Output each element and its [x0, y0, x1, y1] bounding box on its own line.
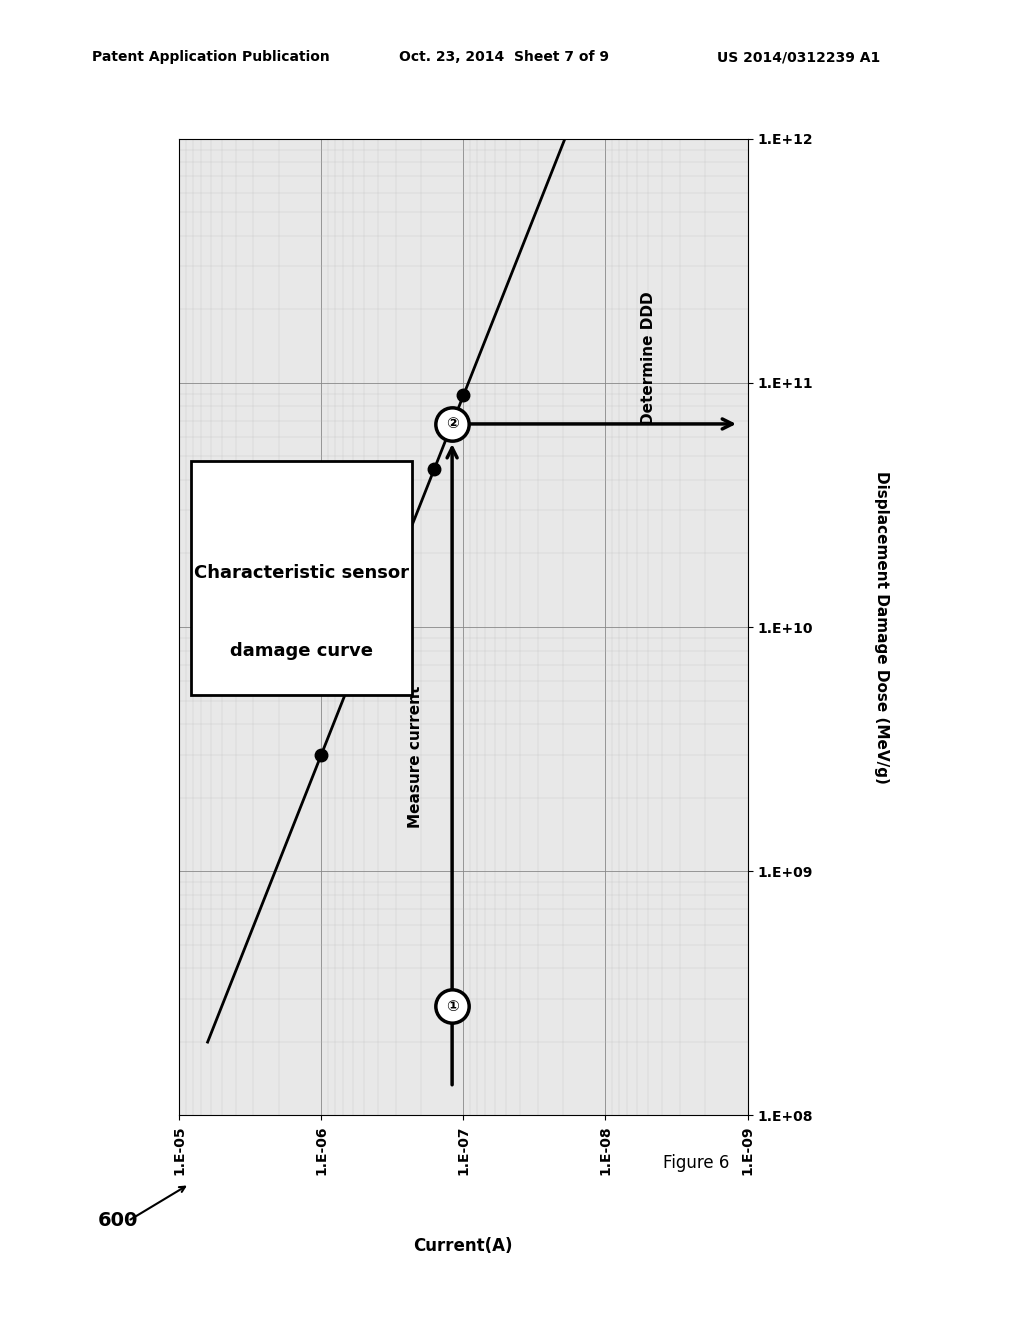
Text: Oct. 23, 2014  Sheet 7 of 9: Oct. 23, 2014 Sheet 7 of 9 [399, 50, 609, 65]
Text: Measure current: Measure current [409, 686, 423, 828]
Text: ①: ① [445, 999, 459, 1014]
Text: Figure 6: Figure 6 [664, 1154, 729, 1172]
Text: US 2014/0312239 A1: US 2014/0312239 A1 [717, 50, 880, 65]
Text: ②: ② [445, 416, 459, 432]
Text: damage curve: damage curve [230, 643, 373, 660]
Text: Determine DDD: Determine DDD [641, 292, 655, 425]
Text: 600: 600 [97, 1212, 138, 1230]
FancyBboxPatch shape [190, 461, 413, 696]
Y-axis label: Displacement Damage Dose (MeV/g): Displacement Damage Dose (MeV/g) [874, 470, 889, 784]
Text: Characteristic sensor: Characteristic sensor [194, 564, 409, 582]
X-axis label: Current(A): Current(A) [414, 1237, 513, 1255]
Text: Patent Application Publication: Patent Application Publication [92, 50, 330, 65]
